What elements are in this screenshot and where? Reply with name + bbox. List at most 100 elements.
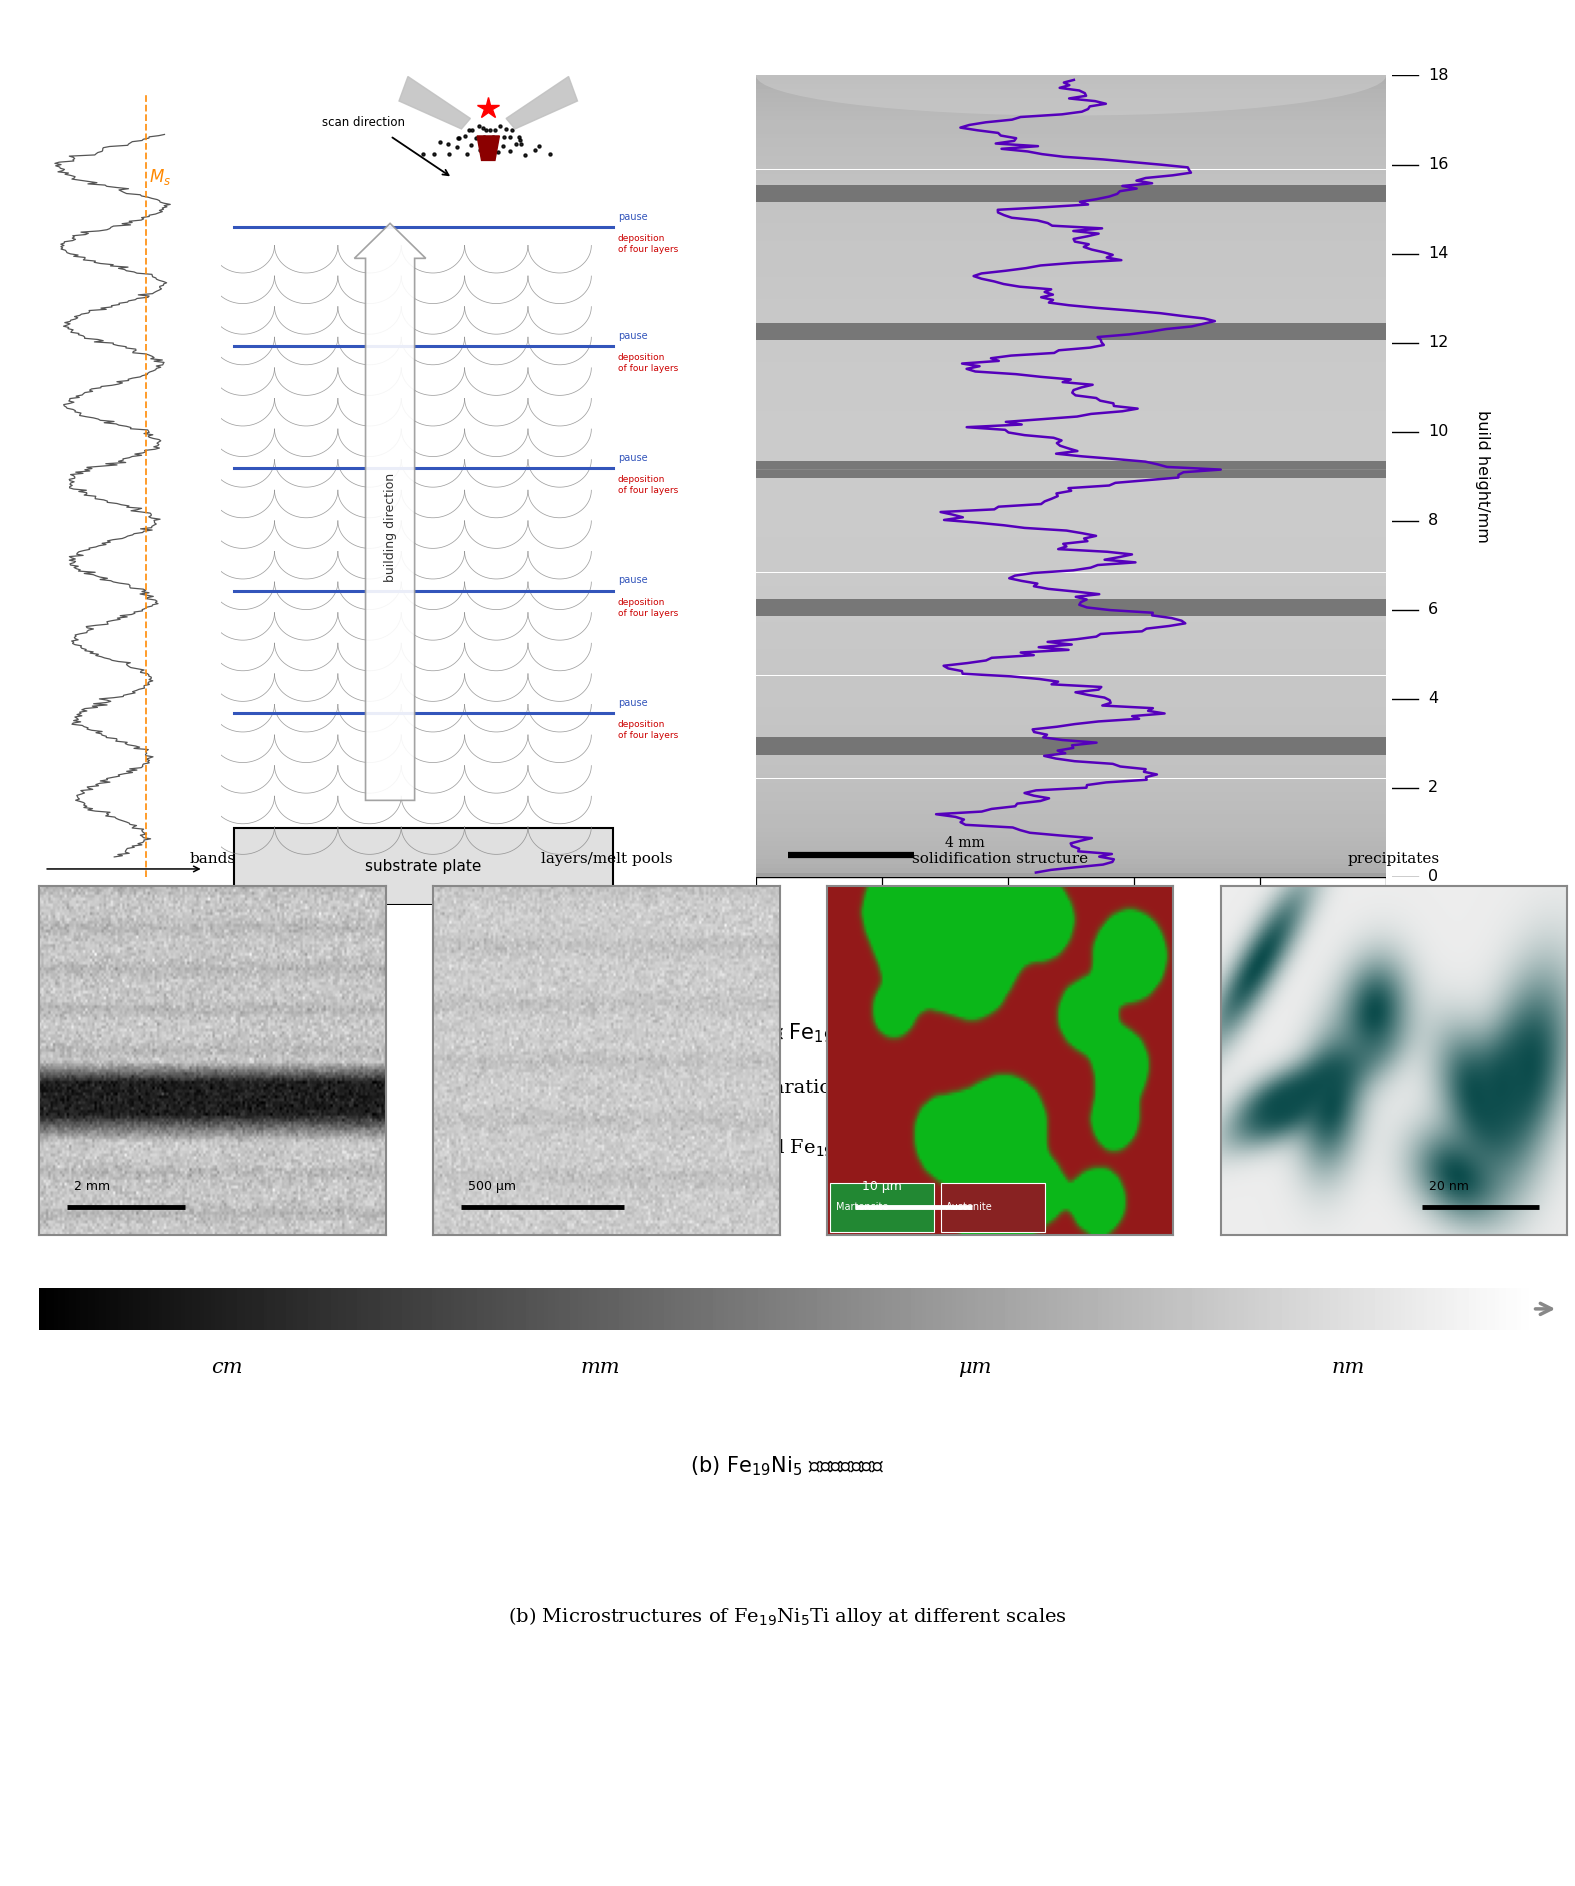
Bar — [756, 473, 1386, 479]
Bar — [756, 415, 1386, 421]
Bar — [756, 130, 1386, 134]
Bar — [756, 339, 1386, 343]
Bar — [756, 851, 1386, 854]
Bar — [756, 424, 1386, 430]
Text: Austenite: Austenite — [947, 1203, 994, 1213]
Bar — [756, 662, 1386, 666]
Bar — [756, 519, 1386, 522]
Bar — [756, 658, 1386, 662]
Bar — [756, 594, 1386, 600]
Bar — [756, 675, 1386, 681]
Bar — [756, 730, 1386, 734]
Polygon shape — [398, 77, 471, 128]
Text: deposition
of four layers: deposition of four layers — [617, 475, 677, 496]
Bar — [756, 192, 1386, 196]
Bar — [756, 372, 1386, 375]
Bar — [756, 551, 1386, 554]
Bar — [756, 522, 1386, 528]
Bar — [756, 438, 1386, 443]
Bar — [756, 604, 1386, 609]
Bar — [756, 460, 1386, 466]
Bar — [756, 815, 1386, 819]
Bar — [756, 505, 1386, 509]
Bar — [756, 711, 1386, 717]
Polygon shape — [506, 77, 578, 128]
Bar — [756, 307, 1386, 313]
Bar — [756, 809, 1386, 815]
Bar — [756, 766, 1386, 769]
Bar — [756, 200, 1386, 206]
Text: bands: bands — [189, 852, 236, 866]
Bar — [756, 430, 1386, 434]
Text: build height/mm: build height/mm — [1474, 409, 1490, 543]
Bar — [756, 98, 1386, 102]
Bar — [756, 232, 1386, 236]
Bar — [942, 1183, 1046, 1232]
Bar — [756, 538, 1386, 541]
Bar — [756, 502, 1386, 505]
Bar — [756, 157, 1386, 160]
Bar — [756, 649, 1386, 653]
Bar — [756, 264, 1386, 268]
Bar — [756, 590, 1386, 594]
Text: solidification structure: solidification structure — [912, 852, 1088, 866]
Bar — [756, 174, 1386, 179]
Bar — [756, 773, 1386, 779]
Bar — [756, 79, 1386, 85]
Bar — [756, 389, 1386, 394]
Bar — [756, 251, 1386, 255]
Text: pause: pause — [617, 211, 647, 223]
Text: 16: 16 — [1429, 157, 1449, 172]
Text: pause: pause — [617, 698, 647, 707]
Bar — [756, 528, 1386, 532]
Bar — [756, 558, 1386, 564]
Text: LMD-produced Fe$_{19}$Ni$_5$Ti alloy: LMD-produced Fe$_{19}$Ni$_5$Ti alloy — [635, 1137, 940, 1160]
Text: deposition
of four layers: deposition of four layers — [617, 598, 677, 617]
Text: 12: 12 — [1429, 336, 1449, 351]
Bar — [756, 143, 1386, 147]
Bar — [756, 245, 1386, 251]
Text: building direction: building direction — [384, 473, 397, 583]
Bar — [756, 147, 1386, 151]
Bar — [756, 407, 1386, 411]
Bar — [756, 626, 1386, 630]
Bar — [756, 219, 1386, 223]
Bar — [756, 707, 1386, 711]
Bar — [756, 868, 1386, 873]
Text: 2: 2 — [1429, 781, 1438, 796]
Bar — [756, 323, 1386, 339]
Bar — [756, 702, 1386, 707]
Bar — [756, 287, 1386, 290]
Bar — [756, 272, 1386, 277]
Bar — [756, 460, 1386, 479]
Bar — [756, 304, 1386, 307]
Bar — [756, 421, 1386, 424]
Bar — [756, 228, 1386, 232]
Bar — [756, 698, 1386, 702]
Bar — [756, 479, 1386, 483]
Text: scan direction: scan direction — [321, 115, 405, 128]
Bar — [756, 164, 1386, 170]
Text: pause: pause — [617, 330, 647, 341]
Text: 10 μm: 10 μm — [862, 1181, 901, 1194]
Bar — [756, 300, 1386, 304]
Bar — [756, 587, 1386, 590]
Bar — [756, 609, 1386, 613]
Text: temperature: temperature — [83, 894, 161, 905]
Bar — [756, 554, 1386, 558]
Bar — [756, 470, 1386, 473]
Bar — [756, 622, 1386, 626]
Bar — [756, 313, 1386, 317]
Bar — [756, 577, 1386, 581]
Bar — [756, 75, 1386, 79]
Bar — [756, 294, 1386, 300]
Bar — [756, 796, 1386, 802]
Text: 8: 8 — [1429, 513, 1438, 528]
Bar — [756, 183, 1386, 187]
Bar — [756, 854, 1386, 860]
Bar — [756, 209, 1386, 215]
Bar — [756, 792, 1386, 796]
Bar — [756, 134, 1386, 138]
Bar — [756, 828, 1386, 832]
Bar — [756, 255, 1386, 258]
